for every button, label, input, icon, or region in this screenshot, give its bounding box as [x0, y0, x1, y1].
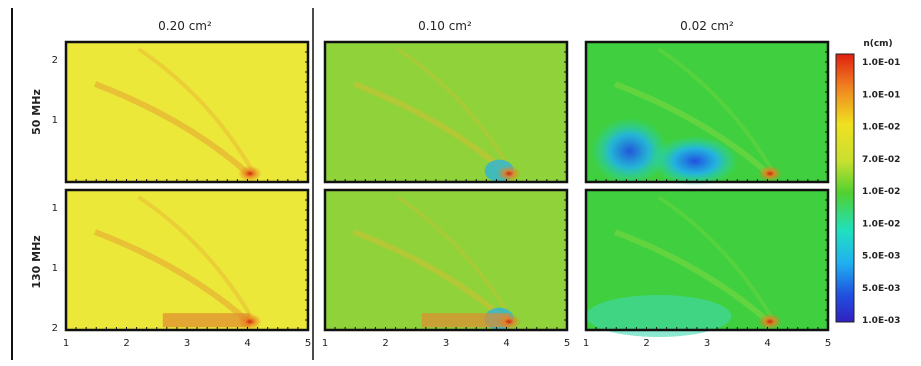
- x-tick-label: 2: [123, 338, 129, 349]
- colorbar-tick-label: 1.0E-03: [862, 316, 900, 326]
- x-tick-label: 3: [704, 338, 710, 349]
- panel-field: [66, 42, 308, 182]
- y-tick-label: 2: [52, 323, 58, 334]
- plume-streak: [396, 195, 516, 324]
- x-tick-label: 4: [503, 338, 509, 349]
- x-tick-label: 2: [382, 338, 388, 349]
- colorbar: [835, 53, 855, 323]
- plume-streak: [93, 81, 252, 178]
- x-tick-label: 3: [184, 338, 190, 349]
- hotspot: [237, 313, 262, 330]
- x-tick-label: 1: [63, 338, 69, 349]
- low-value-region: [586, 295, 732, 337]
- colorbar-tick-label: 1.0E-02: [862, 187, 900, 197]
- x-tick-label: 1: [322, 338, 328, 349]
- plume-streak: [137, 47, 257, 176]
- hotspot: [237, 165, 262, 182]
- x-tick-label: 3: [443, 338, 449, 349]
- x-tick-label: 1: [583, 338, 589, 349]
- plume-streak: [396, 47, 516, 176]
- colorbar-tick-label: 5.0E-03: [862, 252, 900, 262]
- hotspot: [757, 313, 782, 330]
- x-tick-label: 5: [825, 338, 831, 349]
- surface-strip: [162, 313, 250, 328]
- column-title-1: 0.20 cm²: [158, 19, 212, 33]
- heatmap-panel: [584, 40, 830, 187]
- heatmap-panel: [323, 188, 569, 332]
- heatmap-panel: [323, 40, 569, 184]
- y-tick-label: 2: [52, 55, 58, 66]
- colorbar-tick-label: 7.0E-02: [862, 155, 900, 165]
- panel-field: [66, 190, 308, 330]
- colorbar-tick-label: 5.0E-03: [862, 284, 900, 294]
- row-label-2: 130 MHz: [30, 235, 43, 288]
- plume-streak: [137, 195, 257, 324]
- panel-field: [325, 190, 567, 330]
- low-value-region: [590, 117, 669, 185]
- x-tick-label: 2: [643, 338, 649, 349]
- colorbar-tick-label: 1.0E-01: [862, 58, 900, 68]
- x-tick-label: 5: [305, 338, 311, 349]
- plume-streak: [613, 81, 772, 178]
- x-tick-label: 4: [244, 338, 250, 349]
- colorbar-tick-label: 1.0E-02: [862, 219, 900, 229]
- hotspot: [496, 313, 521, 330]
- hotspot: [496, 165, 521, 182]
- column-title-2: 0.10 cm²: [418, 19, 472, 33]
- heatmap-panel: 2 1 1: [52, 188, 310, 334]
- colorbar-tick-label: 1.0E-02: [862, 123, 900, 133]
- column-title-3: 0.02 cm²: [680, 19, 734, 33]
- colorbar-title: n(cm): [863, 39, 892, 49]
- x-tick-label: 4: [764, 338, 770, 349]
- x-tick-label: 5: [564, 338, 570, 349]
- heatmap-panel: [584, 188, 830, 337]
- plume-streak: [657, 47, 777, 176]
- y-tick-label: 1: [52, 115, 58, 126]
- heatmap-panel: 12: [52, 40, 310, 184]
- hotspot: [757, 165, 782, 182]
- colorbar-tick-label: 1.0E-01: [862, 90, 900, 100]
- y-tick-label: 1: [52, 263, 58, 274]
- colorbar-ticks: 1.0E-01 1.0E-01 1.0E-02 7.0E-02 1.0E-02 1.0E-…: [862, 58, 900, 326]
- surface-strip: [421, 313, 509, 328]
- plume-streak: [657, 195, 777, 324]
- plume-streak: [93, 229, 252, 326]
- low-value-region: [651, 135, 739, 187]
- row-label-1: 50 MHz: [30, 89, 43, 135]
- plume-streak: [613, 229, 772, 326]
- y-tick-label: 1: [52, 203, 58, 214]
- panel-field: [325, 42, 567, 182]
